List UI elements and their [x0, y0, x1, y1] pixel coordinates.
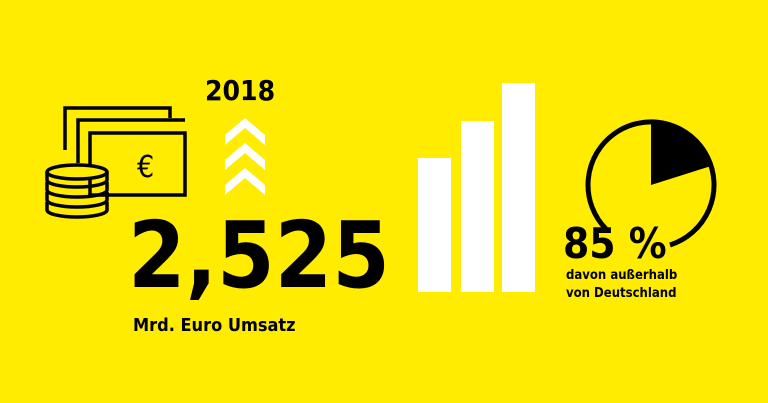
euro-sign: € [137, 150, 154, 185]
chevrons [225, 118, 265, 195]
share-ring [585, 119, 717, 248]
growth-bars [418, 83, 535, 292]
year: 2018 [205, 74, 275, 107]
share-line-1: davon außerhalb [566, 268, 677, 283]
share-value: 85 % [563, 219, 667, 268]
money-icon [45, 106, 187, 219]
revenue-caption: Mrd. Euro Umsatz [133, 315, 296, 336]
share-line-2: von Deutschland [566, 286, 676, 301]
share-wedge [651, 122, 711, 185]
revenue-value: 2,525 [128, 202, 390, 309]
